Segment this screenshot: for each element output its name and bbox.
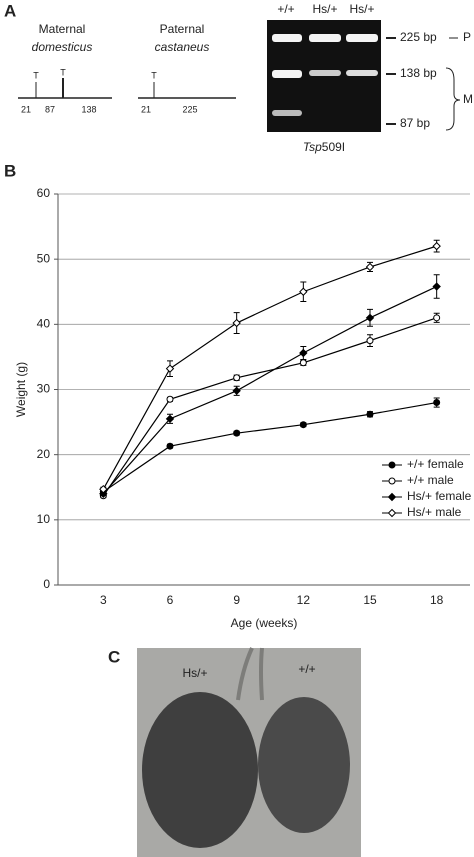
data-point [99, 489, 108, 498]
fragment: 87 [45, 104, 55, 114]
y-tick-label: 20 [37, 447, 51, 461]
y-tick-label: 40 [37, 317, 51, 331]
mouse [258, 697, 350, 833]
data-point [232, 386, 241, 396]
data-point [366, 410, 374, 418]
y-tick-label: 0 [43, 577, 50, 591]
panel-label: B [4, 161, 16, 180]
legend-marker [387, 492, 397, 502]
data-point [432, 241, 441, 251]
site-label: T [60, 67, 66, 77]
x-axis-label: Age (weeks) [231, 616, 298, 630]
series-line [102, 285, 437, 495]
fragment: 138 [81, 104, 96, 114]
data-point [365, 313, 375, 323]
data-point [166, 395, 174, 403]
x-tick-label: 18 [430, 593, 444, 607]
legend-label: +/+ female [407, 457, 464, 471]
band [272, 110, 302, 116]
chart: 0 10 20 30 40 50 60 3 6 9 12 15 18 Age (weeks) Weight … [14, 186, 472, 630]
data-point [233, 374, 241, 382]
enzyme-italic: Tsp [303, 140, 322, 154]
data-point [165, 414, 175, 424]
x-tick-label: 12 [297, 593, 311, 607]
x-tick-label: 15 [363, 593, 377, 607]
site-label: T [33, 70, 39, 80]
band [346, 70, 378, 76]
fragment: 21 [21, 104, 31, 114]
data-point [166, 442, 174, 450]
data-point [232, 318, 241, 328]
band [309, 34, 341, 42]
maternal-strain: domesticus [32, 40, 93, 54]
group-label: M [463, 92, 473, 106]
legend-label: Hs/+ female [407, 489, 472, 503]
enzyme: Tsp509I [303, 140, 345, 154]
y-tick-label: 10 [37, 512, 51, 526]
photo-label: +/+ [298, 662, 315, 676]
data-point [433, 314, 441, 322]
legend-marker [388, 461, 396, 469]
panel-label: A [4, 1, 16, 20]
legend-label: +/+ male [407, 473, 454, 487]
series-line [102, 245, 437, 490]
data-point [366, 337, 374, 345]
data-point [165, 364, 175, 373]
paternal-strain: castaneus [155, 40, 210, 54]
y-tick-label: 30 [37, 382, 51, 396]
x-tick-label: 6 [167, 593, 174, 607]
y-tick-label: 60 [37, 186, 51, 200]
x-tick-label: 3 [100, 593, 107, 607]
lane-label: Hs/+ [349, 2, 374, 16]
legend-marker [387, 508, 397, 518]
data-point [432, 282, 441, 291]
y-axis-label: Weight (g) [14, 362, 28, 417]
data-point [299, 348, 308, 358]
paternal-title: Paternal [160, 22, 205, 36]
band [272, 70, 302, 78]
enzyme-rest: 509I [322, 140, 345, 154]
data-point [99, 484, 108, 494]
lane-label: Hs/+ [312, 2, 337, 16]
lane-label: +/+ [277, 2, 294, 16]
site-label: T [151, 70, 157, 80]
size-label: 87 bp [400, 116, 430, 130]
legend-label: Hs/+ male [407, 505, 462, 519]
data-point [299, 287, 308, 296]
fragment: 21 [141, 104, 151, 114]
band [272, 34, 302, 42]
group-label: P [463, 30, 471, 44]
data-point [233, 429, 241, 437]
series-line [102, 317, 437, 497]
legend-marker [388, 477, 396, 485]
data-point [365, 262, 375, 272]
x-tick-label: 9 [233, 593, 240, 607]
tails [236, 647, 264, 701]
maternal-title: Maternal [39, 22, 86, 36]
size-label: 225 bp [400, 30, 437, 44]
size-label: 138 bp [400, 66, 437, 80]
data-point [299, 359, 307, 367]
data-point [299, 421, 307, 429]
photo-label: Hs/+ [182, 666, 207, 680]
series-line [102, 401, 437, 493]
mouse [142, 692, 258, 848]
panel-label: C [108, 647, 120, 666]
brace [445, 67, 461, 131]
data-point [433, 399, 441, 407]
band [309, 70, 341, 76]
fragment: 225 [182, 104, 197, 114]
y-tick-label: 50 [37, 251, 51, 265]
band [346, 34, 378, 42]
